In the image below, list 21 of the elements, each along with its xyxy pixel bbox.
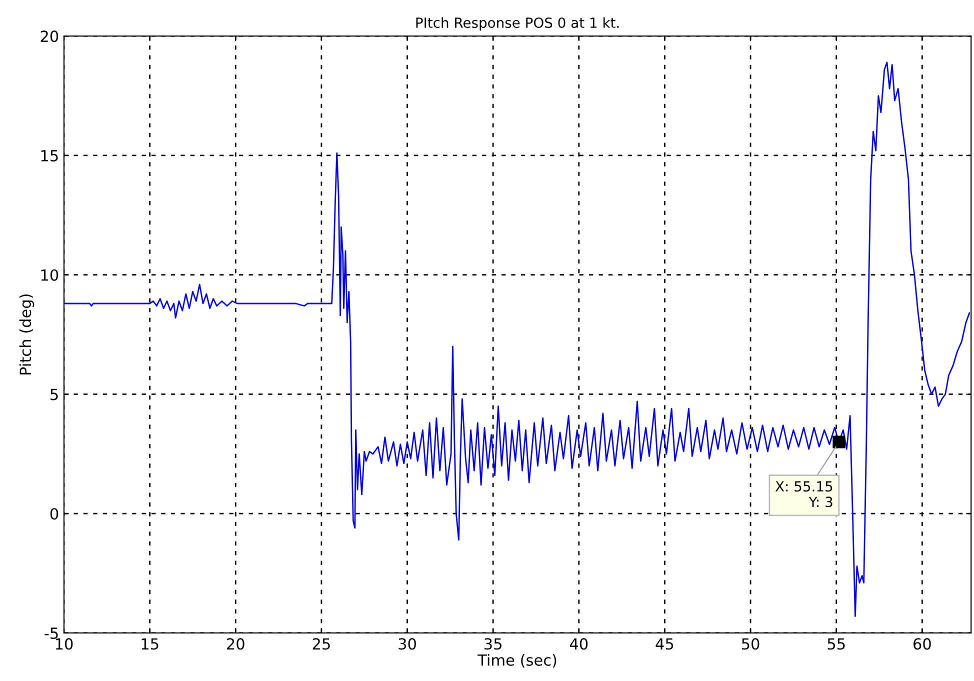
y-tick-label: 20 [40, 30, 58, 42]
line-series [64, 62, 970, 617]
x-axis-title: Time (sec) [478, 654, 556, 668]
y-tick-label: 5 [50, 388, 58, 400]
x-tick-label: 35 [484, 638, 502, 650]
y-tick-label: -5 [44, 628, 58, 640]
x-tick-label: 15 [142, 638, 158, 650]
chart-title: PItch Response POS 0 at 1 kt. [416, 17, 619, 31]
x-tick-label: 45 [656, 638, 674, 650]
x-tick-label: 60 [914, 638, 931, 650]
x-tick-label: 30 [398, 638, 416, 650]
x-tick-label: 40 [570, 638, 588, 650]
x-tick-label: 55 [828, 638, 845, 650]
y-tick-label: 0 [50, 508, 58, 520]
y-axis-title: Pitch (deg) [19, 294, 34, 374]
x-tick-label: 50 [742, 638, 760, 650]
y-tick-label: 15 [41, 150, 58, 162]
x-tick-label: 25 [312, 638, 330, 650]
annotation: X: 55.15 Y: 3 [775, 481, 832, 508]
x-tick-label: 20 [227, 638, 244, 650]
y-tick-label: 10 [41, 269, 58, 281]
